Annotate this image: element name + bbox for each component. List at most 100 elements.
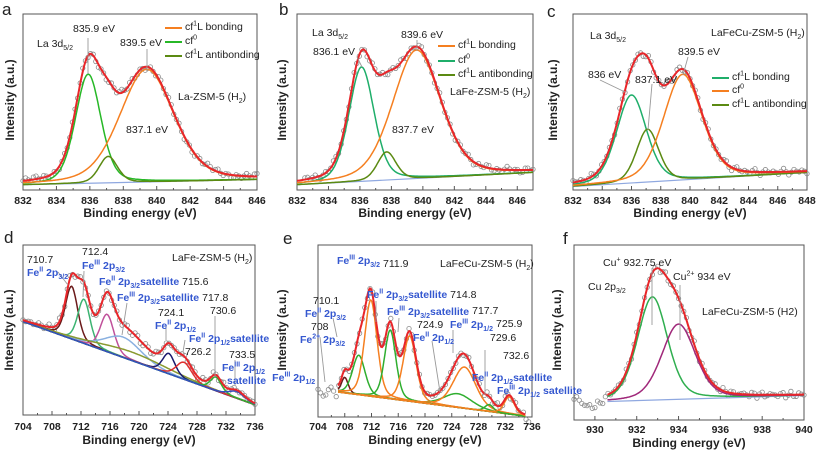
data-point <box>570 177 576 184</box>
label-segment: III <box>349 254 356 262</box>
x-axis-label: Binding energy (eV) <box>633 206 747 220</box>
data-point <box>202 161 208 168</box>
legend-entry: cf0 <box>732 84 744 97</box>
label-segment: LaFe-ZSM-5 (H <box>172 252 245 264</box>
x-axis-label: Binding energy (eV) <box>368 433 482 447</box>
label-segment: Cu <box>603 257 617 269</box>
label-segment: 733.5 <box>229 349 256 361</box>
peak-annotation: LaFe-ZSM-5 (H2) <box>172 252 252 266</box>
data-point <box>325 387 332 393</box>
envelope-fit-line <box>22 272 256 405</box>
label-segment: 836.1 eV <box>313 46 356 58</box>
label-segment: LaFe-ZSM-5 (H <box>450 86 523 98</box>
peak-annotation: FeII 2p1/2satellite <box>189 333 269 348</box>
x-tick-label: 842 <box>710 195 729 207</box>
label-segment: III <box>462 318 469 326</box>
label-segment: 2p <box>290 371 306 384</box>
data-point <box>468 156 474 163</box>
label-segment: 726.2 <box>185 346 212 358</box>
label-segment: 3/2 <box>58 274 69 282</box>
label-segment: 1/2 <box>503 378 514 386</box>
label-segment: 1 <box>193 48 198 56</box>
peak-annotation: satellite <box>227 375 266 387</box>
peak-annotation: FeIII 2p3/2 <box>82 259 125 275</box>
data-point <box>587 402 593 408</box>
peak-annotation: FeII 2p3/2 <box>305 307 346 323</box>
data-point <box>98 66 104 72</box>
x-tick-label: 936 <box>711 424 730 436</box>
peak-annotation: FeIII 2p3/2satellite <box>117 292 199 307</box>
label-segment: Fe <box>82 260 95 272</box>
data-point <box>121 87 128 94</box>
x-tick-label: 720 <box>416 421 434 433</box>
label-segment: 729.6 <box>490 332 517 344</box>
annotation-leader-line <box>121 302 128 336</box>
label-segment: L bonding <box>744 71 790 83</box>
peak-annotation: FeIII 2p1/2 <box>497 384 541 399</box>
x-tick-label: 848 <box>798 195 816 207</box>
label-segment: II <box>379 288 384 296</box>
x-tick-label: 846 <box>508 195 527 207</box>
legend-entry: cf1L antibonding <box>185 48 260 62</box>
peak-annotation: 708 <box>311 321 329 333</box>
label-segment: II <box>39 266 44 274</box>
label-segment: III <box>234 361 241 369</box>
annotation-leader-line <box>431 340 441 393</box>
label-segment: 2p <box>43 267 59 279</box>
peak-annotation: 724.9 <box>417 319 443 331</box>
panel-letter: d <box>4 228 14 247</box>
peak-annotation: Fe2+ 2p3/2 <box>300 334 345 349</box>
peak-annotation: LaFeCu-ZSM-5 (H2) <box>440 258 534 272</box>
peak-annotation: 726.2 <box>185 346 211 358</box>
label-segment: II <box>317 307 322 315</box>
label-segment: 839.6 eV <box>401 29 444 41</box>
label-segment: Cu 2p <box>588 281 617 293</box>
peak-annotation: FeII 2p3/2satellite <box>99 276 180 291</box>
peak-annotation: FeIII 2p1/2 <box>272 371 315 386</box>
data-point <box>318 390 324 396</box>
label-segment: Fe <box>450 319 463 331</box>
x-tick-label: 832 <box>564 195 582 207</box>
x-tick-label: 844 <box>477 195 495 207</box>
x-tick-label: 930 <box>586 424 604 436</box>
label-segment: 714.8 <box>450 289 477 301</box>
label-segment: 837.7 eV <box>392 124 435 136</box>
label-segment: 2p <box>135 292 151 304</box>
data-point <box>574 394 580 400</box>
label-segment: 1 <box>466 38 471 46</box>
label-segment: Fe <box>367 289 380 301</box>
peak-annotation: 714.8 <box>450 289 476 301</box>
label-segment: satellite <box>408 289 448 301</box>
data-point <box>788 388 794 394</box>
y-axis-label: Intensity (a.u.) <box>3 59 17 141</box>
data-point <box>504 163 510 170</box>
label-segment: 1 <box>466 67 471 75</box>
data-point <box>526 419 532 425</box>
label-segment: 839.5 eV <box>678 46 721 58</box>
label-segment: 1/2 <box>444 339 455 347</box>
label-segment: satellite <box>140 276 180 288</box>
label-segment: Fe <box>472 371 485 384</box>
annotation-leader-line <box>319 336 326 383</box>
label-segment: ) <box>530 258 534 270</box>
label-segment: II <box>484 371 489 379</box>
label-segment: III <box>94 259 101 267</box>
label-segment: 708 <box>311 321 329 333</box>
peak-annotation: LaFeCu-ZSM-5 (H2) <box>702 306 798 318</box>
peak-annotation: La-ZSM-5 (H2) <box>178 91 246 105</box>
label-segment: LaFeCu-ZSM-5 (H2) <box>702 306 798 318</box>
annotation-leader-line <box>82 270 85 298</box>
label-segment: 1/2 <box>530 391 541 399</box>
data-point <box>597 400 603 406</box>
label-segment: Fe <box>155 320 168 332</box>
peak-annotation: 711.9 <box>383 258 409 270</box>
label-segment: cf <box>732 84 741 96</box>
data-point <box>592 405 598 411</box>
legend-entry: cf0 <box>185 35 197 48</box>
label-segment: III <box>284 371 291 379</box>
label-segment: La 3d <box>37 38 64 50</box>
peak-annotation: Cu 2p3/2 <box>588 281 626 295</box>
peak-annotation: 724.1 <box>158 307 184 319</box>
label-segment: III <box>509 384 516 392</box>
